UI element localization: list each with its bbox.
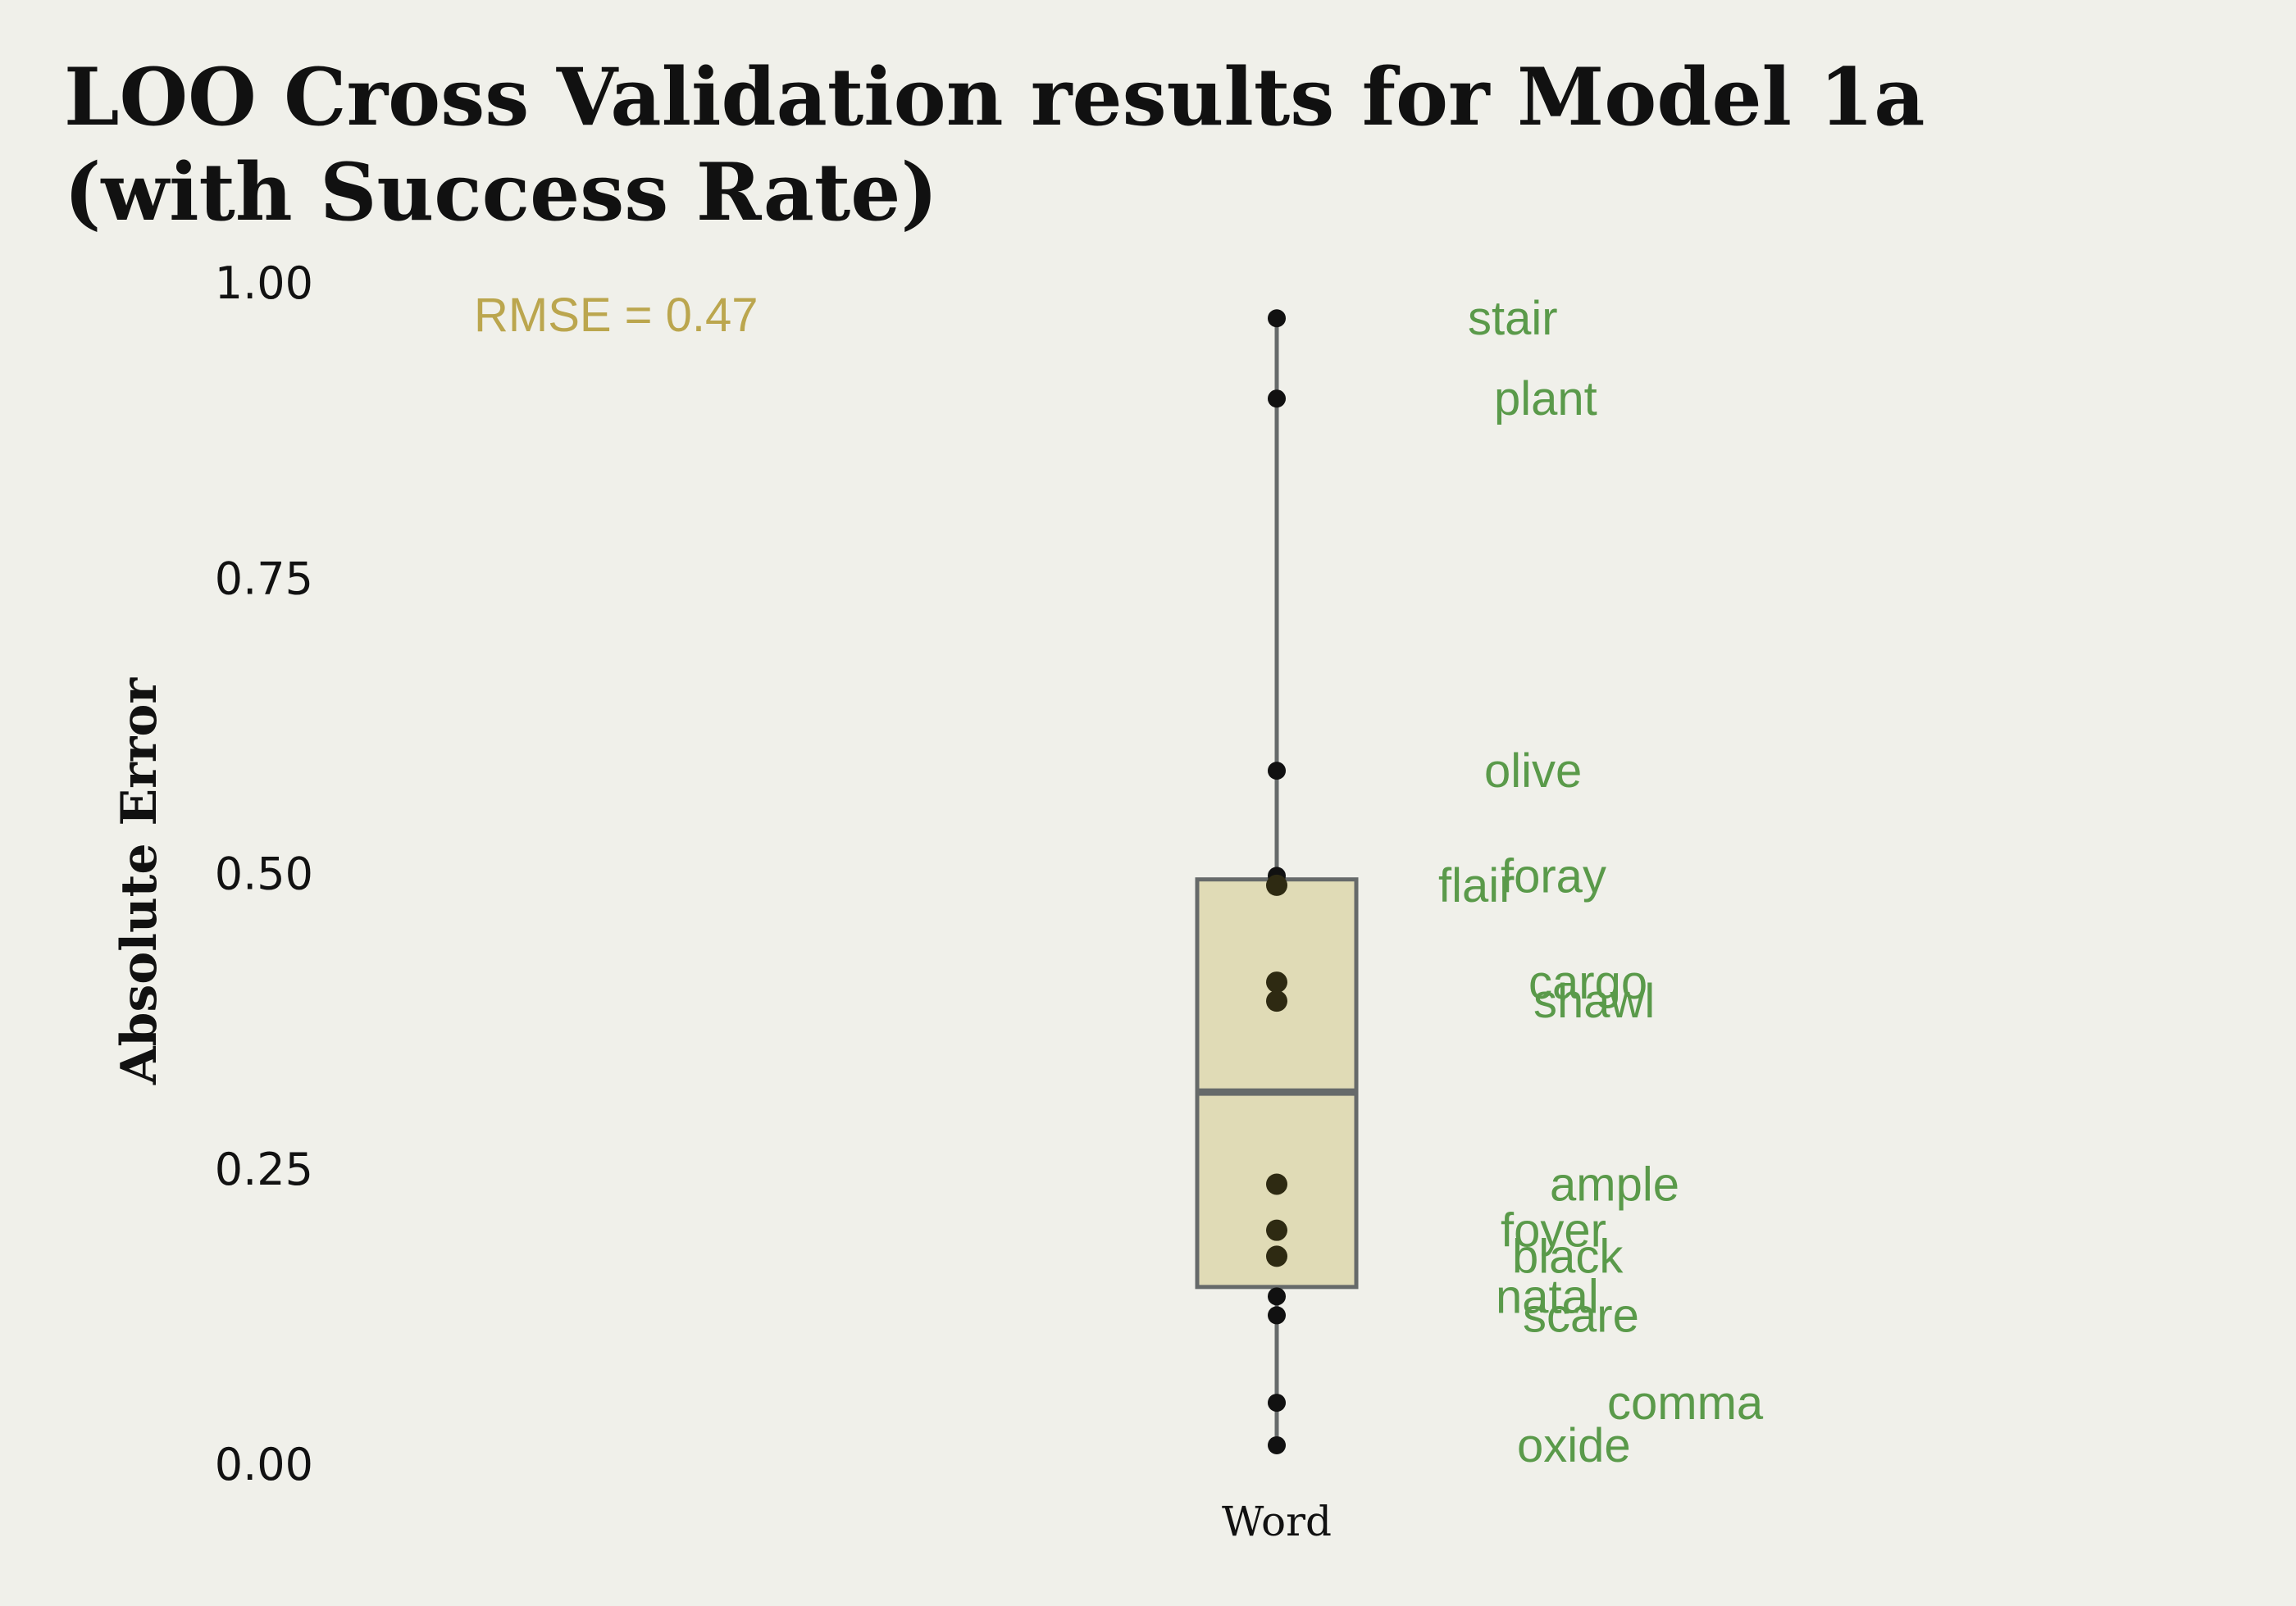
word-label-ample: ample [1550,1158,1679,1211]
rmse-annotation: RMSE = 0.47 [474,289,758,342]
word-label-plant: plant [1494,372,1597,425]
data-point-natal [1268,1287,1286,1306]
data-point-comma [1268,1394,1286,1413]
word-label-comma: comma [1607,1376,1764,1430]
box-plot [1195,309,1359,1454]
y-axis-label: Absolute Error [111,677,168,1085]
data-point-foyer [1266,1219,1287,1241]
data-point-stair [1268,309,1286,328]
iqr-box [1195,877,1359,1290]
data-point-shawl [1266,990,1287,1012]
word-label-scare: scare [1523,1289,1639,1342]
y-tick-label: 0.75 [215,553,313,604]
chart-title: LOO Cross Validation results for Model 1… [64,51,1925,239]
y-axis-ticks: 1.00 0.75 0.50 0.25 0.00 [215,257,313,1490]
y-tick-label: 0.00 [215,1439,313,1490]
word-label-shawl: shawl [1533,975,1655,1028]
word-label-olive: olive [1484,744,1582,798]
y-tick-label: 1.00 [215,257,313,309]
data-point-black [1266,1245,1287,1267]
word-label-flair: flair [1438,859,1515,912]
word-label-foyer: foyer [1501,1204,1606,1258]
data-point-flair [1266,874,1287,896]
word-label-oxide: oxide [1517,1419,1631,1472]
chart-title-line-2: (with Success Rate) [64,146,938,239]
data-point-ample [1266,1173,1287,1195]
word-label-black: black [1512,1230,1624,1283]
x-tick-label-word: Word [1222,1498,1332,1545]
y-tick-label: 0.50 [215,848,313,900]
word-label-cargo: cargo [1528,956,1647,1009]
word-label-foray: foray [1501,849,1606,903]
data-point-cargo [1266,971,1287,994]
word-label-natal: natal [1496,1270,1599,1323]
data-point-oxide [1268,1435,1286,1454]
data-point-olive [1268,762,1286,780]
chart-title-line-1: LOO Cross Validation results for Model 1… [64,51,1925,143]
data-point-scare [1268,1306,1286,1325]
word-label-stair: stair [1468,292,1558,345]
data-point-plant [1268,389,1286,408]
y-tick-label: 0.25 [215,1144,313,1195]
